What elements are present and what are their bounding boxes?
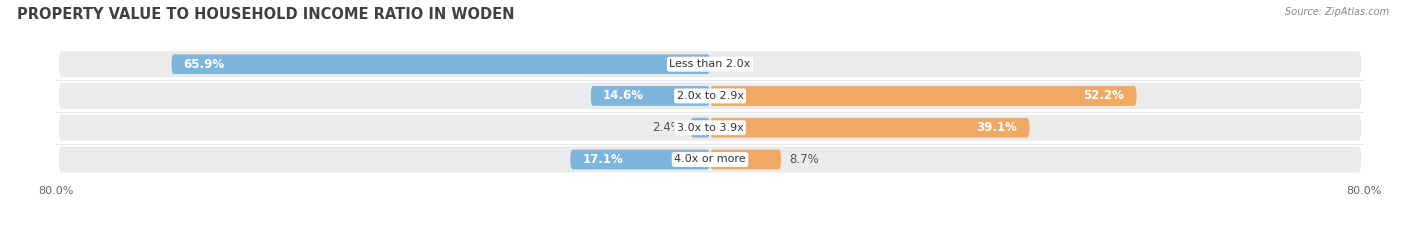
FancyBboxPatch shape bbox=[710, 150, 782, 169]
FancyBboxPatch shape bbox=[172, 54, 710, 74]
Text: Source: ZipAtlas.com: Source: ZipAtlas.com bbox=[1285, 7, 1389, 17]
Text: 14.6%: 14.6% bbox=[603, 89, 644, 103]
FancyBboxPatch shape bbox=[59, 83, 1361, 109]
FancyBboxPatch shape bbox=[710, 118, 1029, 137]
FancyBboxPatch shape bbox=[59, 51, 1361, 77]
Text: 39.1%: 39.1% bbox=[976, 121, 1018, 134]
Text: Less than 2.0x: Less than 2.0x bbox=[669, 59, 751, 69]
Text: 2.0x to 2.9x: 2.0x to 2.9x bbox=[676, 91, 744, 101]
FancyBboxPatch shape bbox=[710, 86, 1136, 106]
Text: 2.4%: 2.4% bbox=[652, 121, 682, 134]
FancyBboxPatch shape bbox=[591, 86, 710, 106]
FancyBboxPatch shape bbox=[59, 147, 1361, 172]
Text: 3.0x to 3.9x: 3.0x to 3.9x bbox=[676, 123, 744, 133]
Text: PROPERTY VALUE TO HOUSEHOLD INCOME RATIO IN WODEN: PROPERTY VALUE TO HOUSEHOLD INCOME RATIO… bbox=[17, 7, 515, 22]
Text: 52.2%: 52.2% bbox=[1084, 89, 1125, 103]
Text: 17.1%: 17.1% bbox=[582, 153, 623, 166]
Text: 4.0x or more: 4.0x or more bbox=[675, 154, 745, 164]
FancyBboxPatch shape bbox=[571, 150, 710, 169]
FancyBboxPatch shape bbox=[59, 115, 1361, 141]
FancyBboxPatch shape bbox=[690, 118, 710, 137]
Text: 65.9%: 65.9% bbox=[184, 58, 225, 71]
Text: 8.7%: 8.7% bbox=[789, 153, 820, 166]
